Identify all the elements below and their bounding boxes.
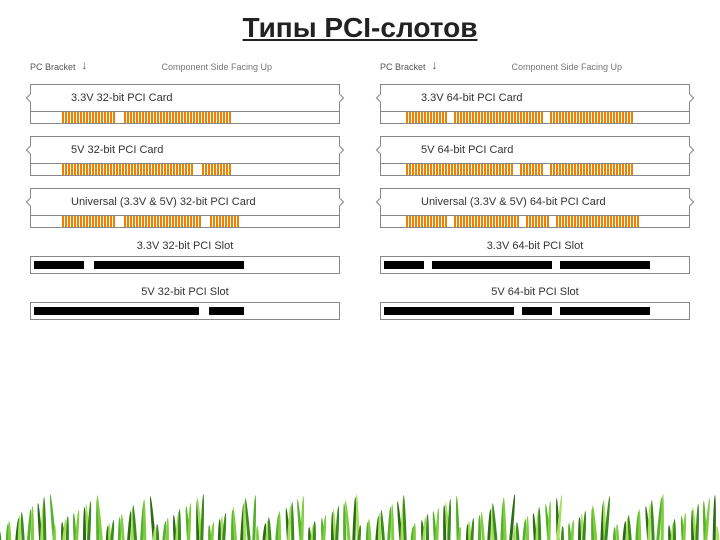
card-notch [26,146,34,154]
diagram-grid: PC Bracket ↓ Component Side Facing Up 3.3V … [0,52,720,320]
pci-card: 3.3V 32-bit PCI Card [30,84,340,124]
card-notch [376,146,384,154]
card-notch [686,146,694,154]
slot-label: 3.3V 64-bit PCI Slot [380,240,690,252]
slot-connector [30,256,340,274]
slot-connector [380,256,690,274]
card-notch [376,198,384,206]
page-title: Типы PCI-слотов [0,0,720,52]
pci-card: Universal (3.3V & 5V) 64-bit PCI Card [380,188,690,228]
pci-card: Universal (3.3V & 5V) 32-bit PCI Card [30,188,340,228]
grass-decoration [0,485,720,540]
card-notch [686,198,694,206]
pci-slot: 5V 64-bit PCI Slot [380,286,690,320]
card-label: Universal (3.3V & 5V) 32-bit PCI Card [31,189,339,215]
arrow-down-icon: ↓ [82,58,88,72]
card-notch [376,94,384,102]
card-notch [26,94,34,102]
slot-connector [380,302,690,320]
slot-label: 3.3V 32-bit PCI Slot [30,240,340,252]
bracket-label: PC Bracket [380,62,426,72]
card-contacts [31,215,339,227]
card-contacts [31,111,339,123]
pci-slot: 3.3V 32-bit PCI Slot [30,240,340,274]
slot-connector [30,302,340,320]
card-contacts [31,163,339,175]
bracket-header: PC Bracket ↓ Component Side Facing Up [380,52,690,72]
card-label: 3.3V 64-bit PCI Card [381,85,689,111]
pci-card: 3.3V 64-bit PCI Card [380,84,690,124]
arrow-down-icon: ↓ [432,58,438,72]
bracket-header: PC Bracket ↓ Component Side Facing Up [30,52,340,72]
card-notch [26,198,34,206]
pci-card: 5V 32-bit PCI Card [30,136,340,176]
card-contacts [381,163,689,175]
card-notch [336,94,344,102]
card-label: 5V 64-bit PCI Card [381,137,689,163]
component-side-label: Component Side Facing Up [94,62,340,72]
right-column: PC Bracket ↓ Component Side Facing Up 3.3V … [380,52,690,320]
card-contacts [381,111,689,123]
card-label: 5V 32-bit PCI Card [31,137,339,163]
card-notch [336,146,344,154]
pci-slot: 5V 32-bit PCI Slot [30,286,340,320]
card-notch [336,198,344,206]
pci-card: 5V 64-bit PCI Card [380,136,690,176]
component-side-label: Component Side Facing Up [444,62,690,72]
card-label: Universal (3.3V & 5V) 64-bit PCI Card [381,189,689,215]
card-contacts [381,215,689,227]
slot-label: 5V 32-bit PCI Slot [30,286,340,298]
bracket-label: PC Bracket [30,62,76,72]
pci-slot: 3.3V 64-bit PCI Slot [380,240,690,274]
left-column: PC Bracket ↓ Component Side Facing Up 3.3V … [30,52,340,320]
card-notch [686,94,694,102]
slot-label: 5V 64-bit PCI Slot [380,286,690,298]
card-label: 3.3V 32-bit PCI Card [31,85,339,111]
